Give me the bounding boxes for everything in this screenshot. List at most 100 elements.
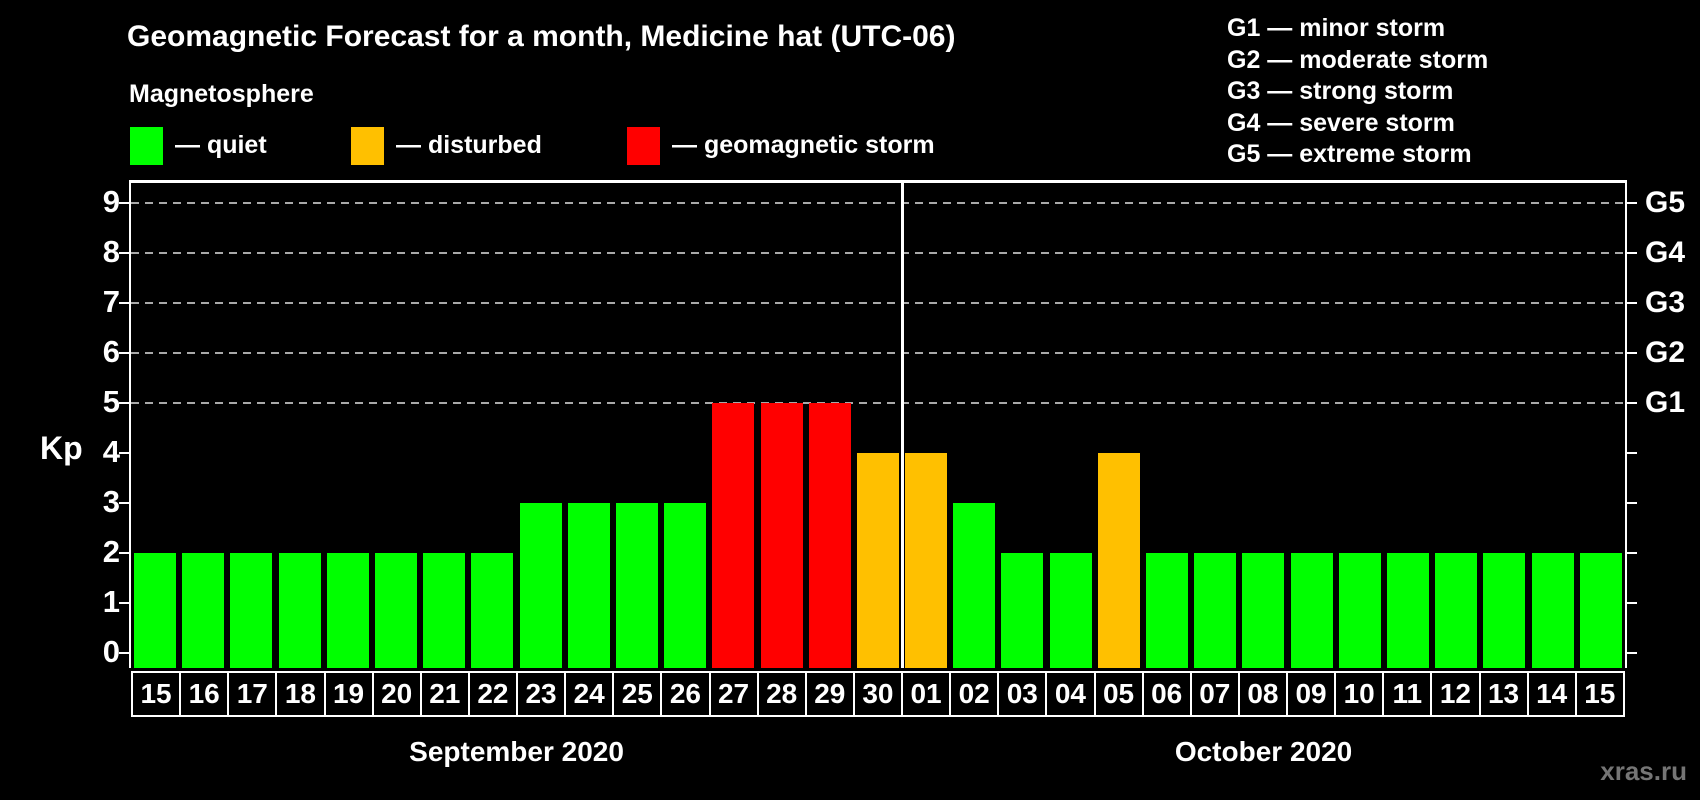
- left-axis-tick-1: [119, 602, 129, 604]
- day-label-16-m0: 16: [179, 671, 230, 717]
- bar-slot: [950, 503, 998, 668]
- bar-slot: [1191, 553, 1239, 668]
- kp-bar-day-05-m1: [1097, 453, 1140, 668]
- kp-bar-day-18-m0: [278, 553, 321, 668]
- kp-bar-day-03-m1: [1001, 553, 1044, 668]
- y-axis-title: Kp: [40, 430, 83, 466]
- bar-slot: [661, 503, 709, 668]
- day-label-23-m0: 23: [516, 671, 567, 717]
- day-label-14-m1: 14: [1526, 671, 1577, 717]
- kp-bar-day-22-m0: [471, 553, 514, 668]
- bar-slot: [372, 553, 420, 668]
- day-label-07-m1: 07: [1189, 671, 1240, 717]
- bar-slot: [613, 503, 661, 668]
- kp-bar-day-28-m0: [760, 403, 803, 668]
- day-label-25-m0: 25: [612, 671, 663, 717]
- kp-bar-day-19-m0: [326, 553, 369, 668]
- y-axis-tick-label-3: 3: [102, 484, 120, 519]
- day-label-09-m1: 09: [1286, 671, 1337, 717]
- day-label-13-m1: 13: [1478, 671, 1529, 717]
- left-axis-tick-8: [119, 252, 129, 254]
- kp-bar-day-21-m0: [423, 553, 466, 668]
- month-label-1: October 2020: [1174, 736, 1353, 767]
- g-scale-legend-item: G2 — moderate storm: [1227, 45, 1489, 74]
- x-axis-day-labels: 15 16 17 18 19 20 21 22 23 24 25 26 27 28 29 30 01 02 03 04…: [131, 671, 1625, 717]
- y-axis-tick-label-8: 8: [102, 234, 120, 269]
- bar-slot: [1577, 553, 1625, 668]
- y-axis-tick-label-6: 6: [102, 334, 120, 369]
- kp-bar-day-15-m1: [1579, 553, 1622, 668]
- bar-slot: [1288, 553, 1336, 668]
- day-label-05-m1: 05: [1093, 671, 1144, 717]
- day-label-15-m1: 15: [1574, 671, 1625, 717]
- day-label-26-m0: 26: [660, 671, 711, 717]
- kp-bar-day-25-m0: [615, 503, 658, 668]
- kp-bar-day-20-m0: [375, 553, 418, 668]
- kp-bar-day-23-m0: [519, 503, 562, 668]
- g-scale-legend-item: G1 — minor storm: [1227, 14, 1446, 42]
- disturbed-color-swatch: [351, 126, 384, 165]
- plot-area: [129, 180, 1627, 668]
- bar-slot: [1384, 553, 1432, 668]
- legend-item-quiet: — quiet: [130, 126, 267, 165]
- day-label-18-m0: 18: [275, 671, 326, 717]
- magnetosphere-legend-heading: Magnetosphere: [129, 80, 314, 108]
- gridline-kp-9: [131, 202, 1625, 204]
- g-scale-legend-item: G3 — strong storm: [1227, 77, 1454, 105]
- bar-slot: [998, 553, 1046, 668]
- kp-bar-day-13-m1: [1483, 553, 1526, 668]
- y-axis-tick-label-0: 0: [102, 634, 120, 669]
- bar-slot: [1143, 553, 1191, 668]
- storm-color-swatch: [627, 126, 660, 165]
- right-axis-tick-6: [1627, 352, 1637, 354]
- bar-slot: [227, 553, 275, 668]
- legend-item-label: — disturbed: [396, 131, 542, 159]
- bar-slot: [324, 553, 372, 668]
- bar-slot: [276, 553, 324, 668]
- legend-item-storm: — geomagnetic storm: [627, 126, 935, 165]
- left-axis-tick-3: [119, 502, 129, 504]
- kp-bar-day-17-m0: [230, 553, 273, 668]
- bar-slot: [1239, 553, 1287, 668]
- day-label-08-m1: 08: [1237, 671, 1288, 717]
- kp-bar-day-02-m1: [953, 503, 996, 668]
- kp-bar-day-10-m1: [1338, 553, 1381, 668]
- bar-slot: [179, 553, 227, 668]
- day-label-19-m0: 19: [323, 671, 374, 717]
- chart-title: Geomagnetic Forecast for a month, Medici…: [127, 20, 956, 53]
- day-label-15-m0: 15: [131, 671, 182, 717]
- kp-bar-day-30-m0: [856, 453, 899, 668]
- kp-bar-day-07-m1: [1194, 553, 1237, 668]
- day-label-20-m0: 20: [371, 671, 422, 717]
- right-axis-label-G1: G1: [1645, 386, 1686, 419]
- bar-slot: [1336, 553, 1384, 668]
- bar-slot: [420, 553, 468, 668]
- bar-slot: [902, 453, 950, 668]
- bar-slot: [517, 503, 565, 668]
- y-axis-tick-label-5: 5: [102, 384, 120, 419]
- left-axis-tick-6: [119, 352, 129, 354]
- kp-bar-day-27-m0: [712, 403, 755, 668]
- bar-slot: [565, 503, 613, 668]
- left-axis-tick-7: [119, 302, 129, 304]
- kp-bar-day-09-m1: [1290, 553, 1333, 668]
- day-label-01-m1: 01: [901, 671, 952, 717]
- kp-bar-day-16-m0: [182, 553, 225, 668]
- day-label-24-m0: 24: [564, 671, 615, 717]
- y-axis-tick-label-9: 9: [102, 184, 120, 219]
- day-label-12-m1: 12: [1430, 671, 1481, 717]
- y-axis-tick-label-4: 4: [102, 434, 120, 469]
- y-axis-tick-label-1: 1: [102, 584, 120, 619]
- day-label-02-m1: 02: [949, 671, 1000, 717]
- right-axis-tick-3: [1627, 502, 1637, 504]
- y-axis-tick-label-7: 7: [102, 284, 120, 319]
- day-label-29-m0: 29: [804, 671, 855, 717]
- right-axis-label-G4: G4: [1645, 236, 1686, 269]
- kp-bar-day-08-m1: [1242, 553, 1285, 668]
- kp-bar-day-29-m0: [808, 403, 851, 668]
- bar-slot: [806, 403, 854, 668]
- right-axis-tick-0: [1627, 652, 1637, 654]
- kp-bar-day-06-m1: [1146, 553, 1189, 668]
- gridline-kp-6: [131, 352, 1625, 354]
